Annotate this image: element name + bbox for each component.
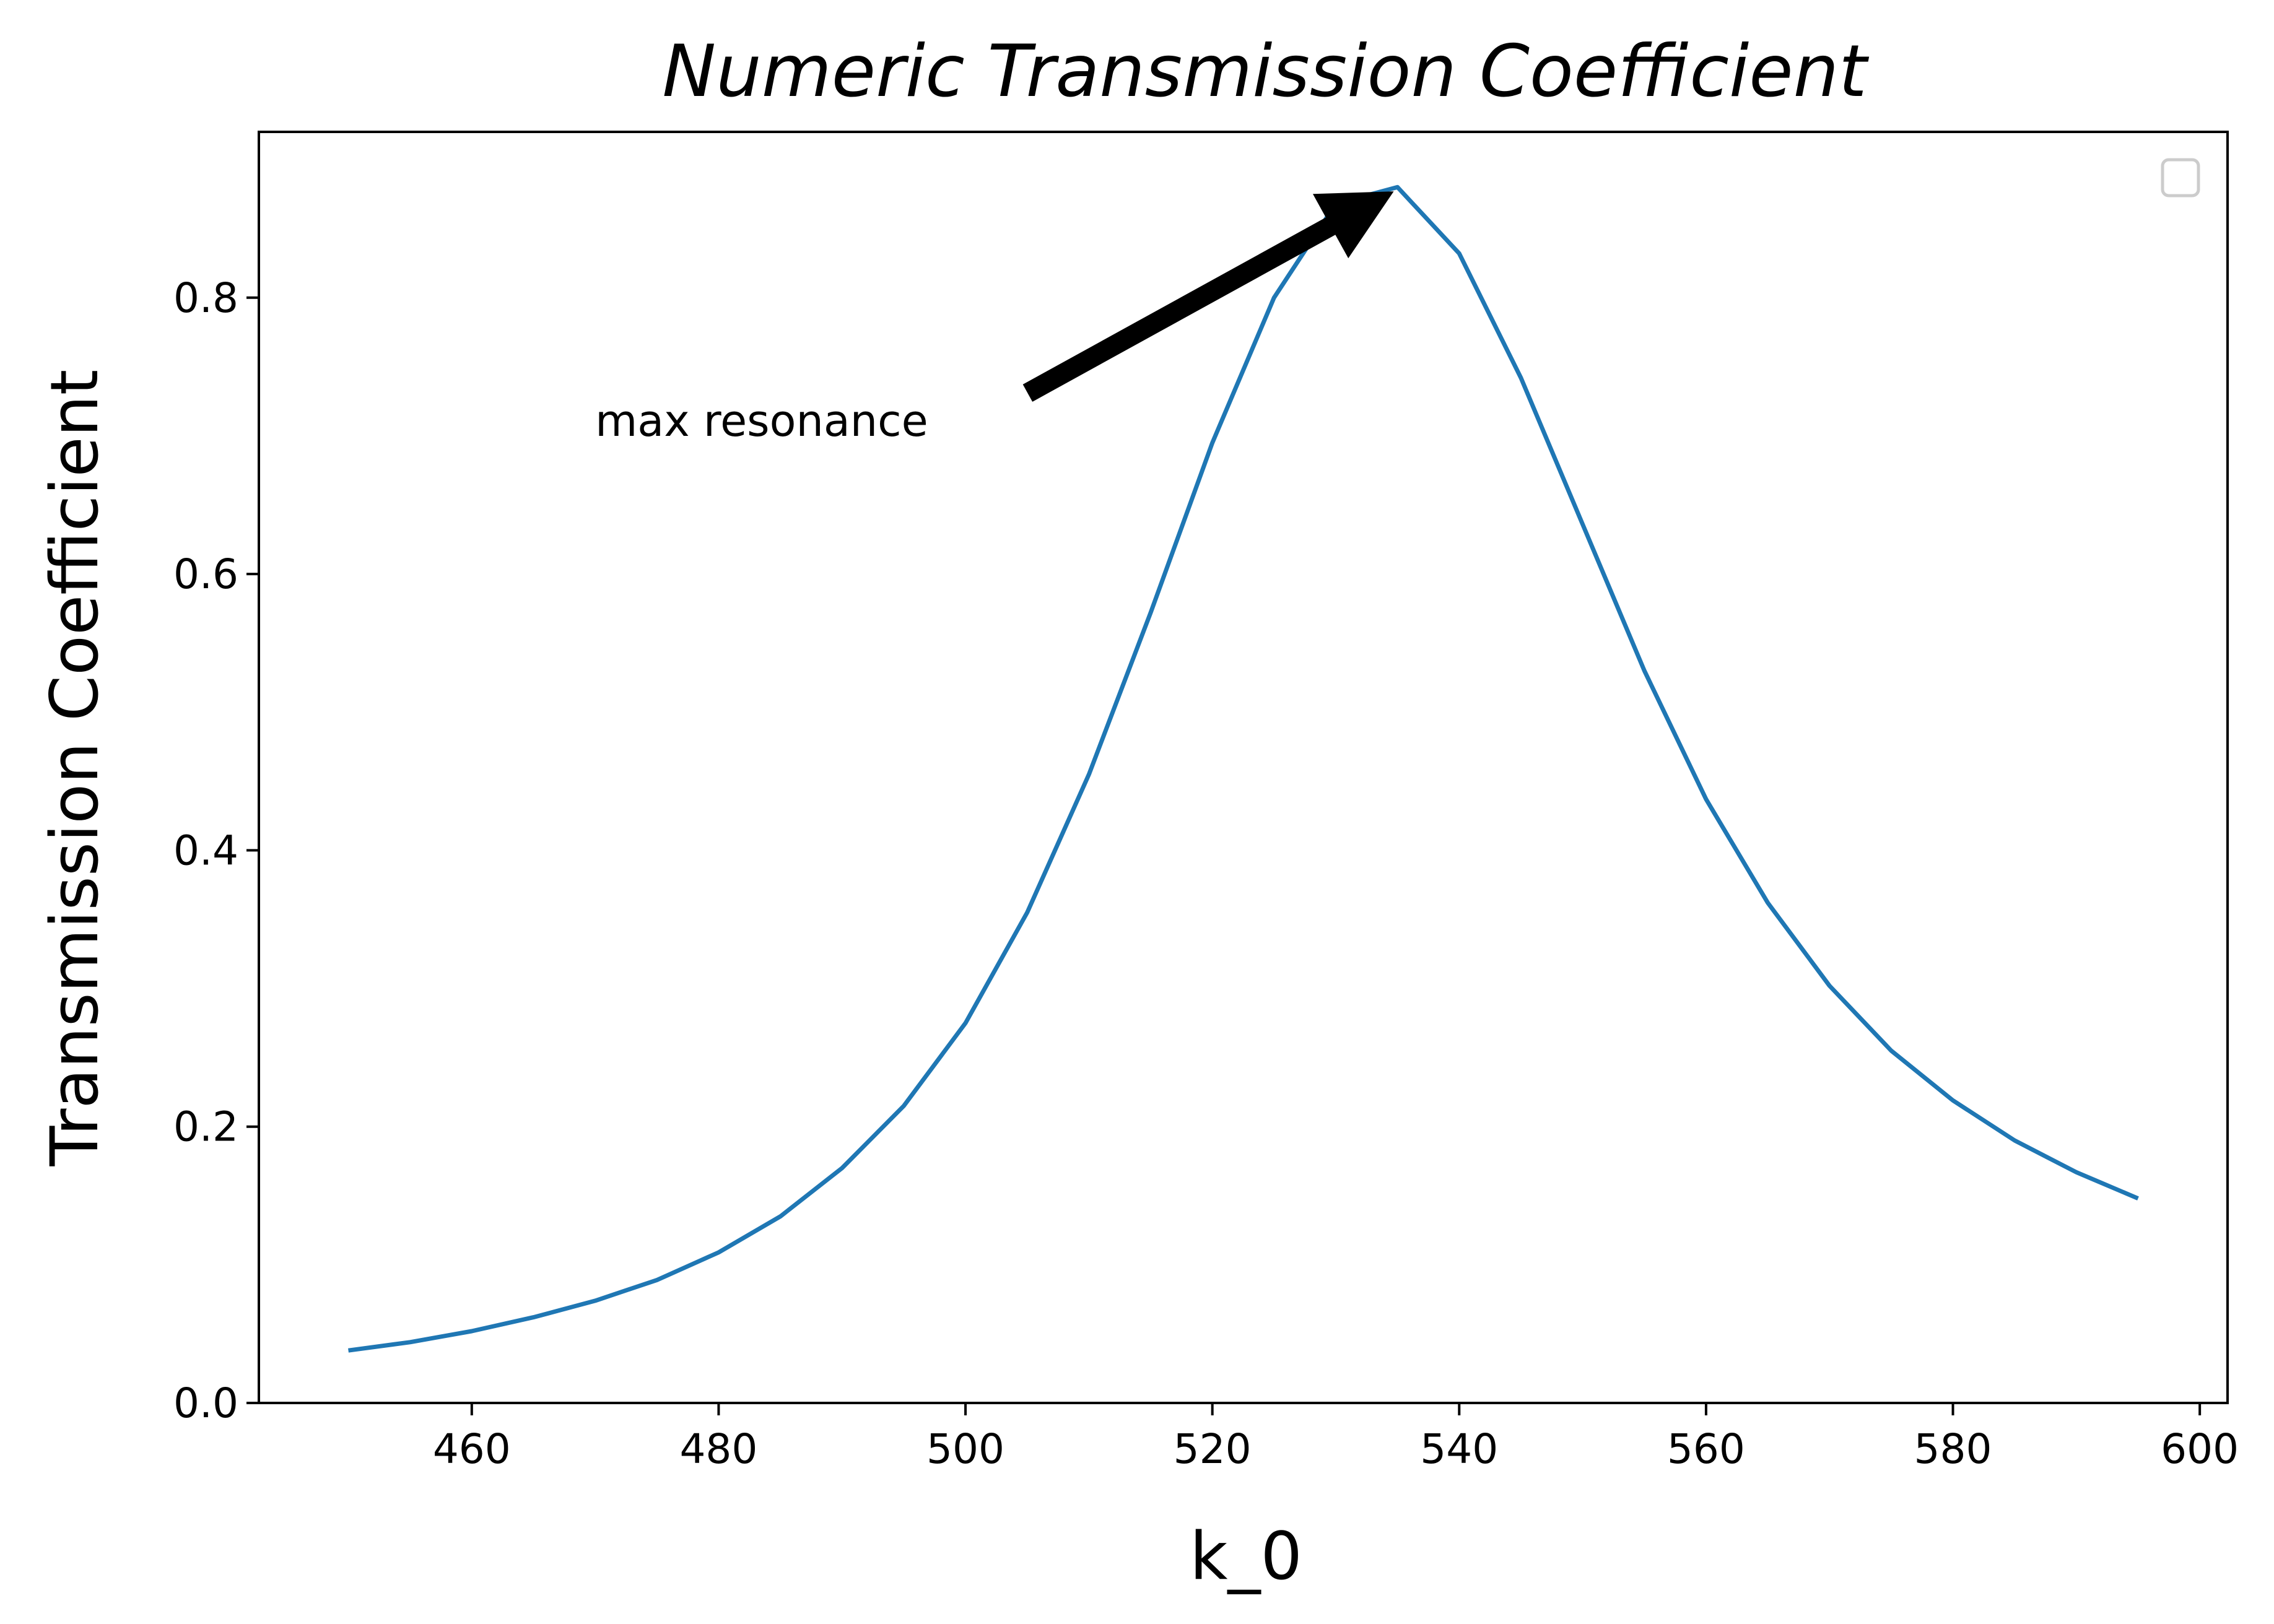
annotation-arrow: [1022, 191, 1394, 402]
x-tick-label: 540: [1420, 1425, 1498, 1473]
y-tick-label: 0.4: [173, 827, 238, 874]
y-tick-label: 0.0: [173, 1379, 238, 1427]
annotation-label: max resonance: [595, 396, 928, 446]
chart-title: Numeric Transmission Coefficient: [662, 30, 1870, 113]
x-tick-label: 520: [1174, 1425, 1252, 1473]
series-line: [348, 185, 2139, 1353]
y-tick-label: 0.8: [173, 274, 238, 322]
x-tick-label: 560: [1667, 1425, 1745, 1473]
y-tick-label: 0.6: [173, 550, 238, 598]
y-axis-label: Transmission Coefficient: [37, 370, 113, 1167]
plot-area: 460 480 500 520 540 560 580 600 0.0 0.2 0.4 0.6 0.8 m…: [173, 131, 2239, 1473]
x-tick-label: 600: [2161, 1425, 2239, 1473]
x-axis-label: k_0: [1190, 1518, 1302, 1594]
plot-frame: [258, 131, 2229, 1404]
x-tick-label: 460: [433, 1425, 511, 1473]
x-tick-label: 580: [1914, 1425, 1992, 1473]
x-tick-label: 500: [926, 1425, 1004, 1473]
y-tick-label: 0.2: [173, 1103, 238, 1151]
x-tick-label: 480: [679, 1425, 757, 1473]
legend-box: [2161, 158, 2200, 198]
